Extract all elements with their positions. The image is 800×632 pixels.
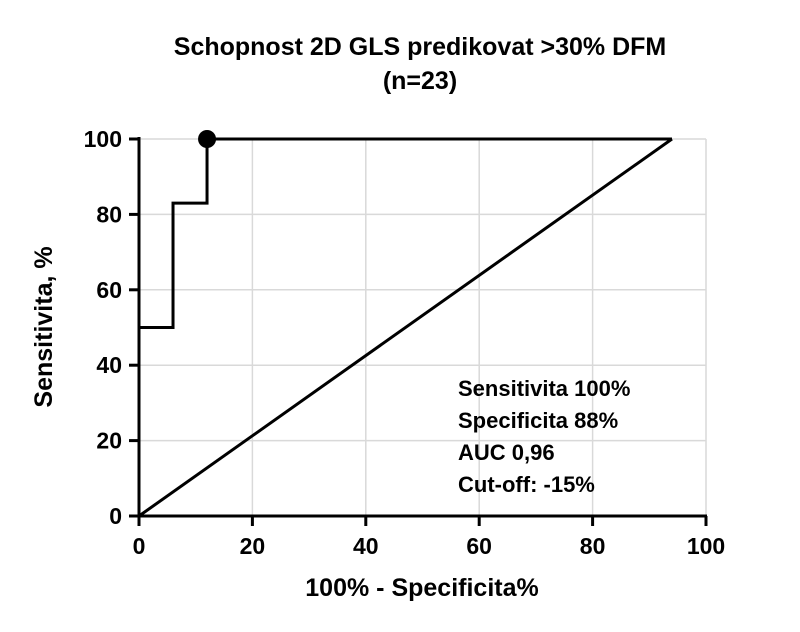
reference-line: [138, 137, 673, 518]
y-tick-label: 100: [84, 126, 122, 152]
x-tick-label: 40: [353, 533, 379, 559]
y-tick-label: 20: [96, 428, 122, 454]
y-axis-label: Sensitivita, %: [30, 246, 58, 407]
annotation-line: AUC 0,96: [458, 440, 555, 465]
x-tick-labels: 0 20 40 60 80 100: [133, 533, 726, 559]
x-tick-label: 0: [133, 533, 146, 559]
x-tick-label: 100: [687, 533, 725, 559]
y-tick-label: 60: [96, 277, 122, 303]
y-tick-label: 0: [109, 503, 122, 529]
annotation-block: Sensitivita 100% Specificita 88% AUC 0,96 C…: [458, 376, 630, 497]
y-tick-label: 80: [96, 201, 122, 227]
chart-title-line2: (n=23): [383, 67, 457, 95]
x-axis-label: 100% - Specificita%: [305, 574, 538, 602]
y-tick-label: 40: [96, 352, 122, 378]
annotation-line: Cut-off: -15%: [458, 472, 595, 497]
cutoff-point-marker: [198, 130, 217, 148]
x-tick-label: 60: [466, 533, 492, 559]
y-tick-labels: 0 20 40 60 80 100: [84, 126, 122, 529]
annotation-line: Sensitivita 100%: [458, 376, 630, 401]
chart-title-line1: Schopnost 2D GLS predikovat >30% DFM: [174, 33, 666, 61]
axes: [137, 137, 707, 518]
series-group: [137, 130, 673, 518]
tick-marks: [129, 137, 708, 526]
annotation-line: Specificita 88%: [458, 408, 618, 433]
x-tick-label: 20: [240, 533, 266, 559]
x-tick-label: 80: [580, 533, 606, 559]
grid-lines: [139, 138, 707, 516]
